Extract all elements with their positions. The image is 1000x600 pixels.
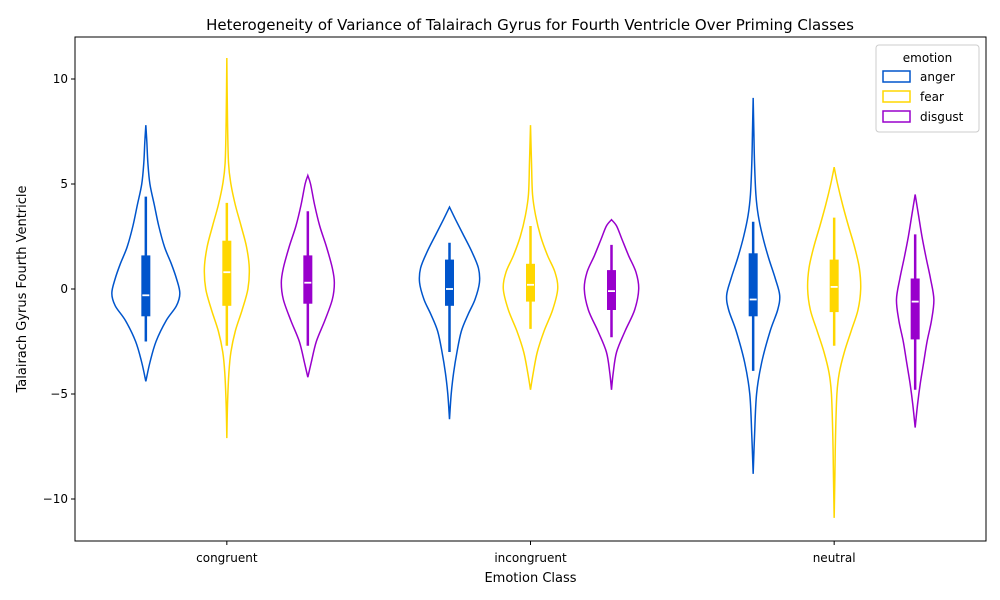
violin-fear-congruent — [203, 57, 251, 439]
iqr-box-disgust-incongruent — [607, 270, 616, 310]
legend-label-fear: fear — [920, 90, 944, 104]
legend: emotion anger fear disgust — [875, 44, 980, 133]
violin-fear-incongruent — [502, 125, 559, 390]
violin-disgust-incongruent — [583, 218, 640, 390]
iqr-box-anger-incongruent — [445, 259, 454, 306]
y-tick-label: −5 — [50, 387, 68, 401]
iqr-box-disgust-congruent — [303, 255, 313, 304]
iqr-box-fear-neutral — [829, 259, 839, 313]
y-axis-label: Talairach Gyrus Fourth Ventricle — [15, 186, 30, 394]
legend-title: emotion — [903, 51, 952, 65]
chart-title: Heterogeneity of Variance of Talairach G… — [206, 16, 854, 34]
y-tick-label: −10 — [43, 492, 68, 506]
legend-swatch-disgust — [882, 110, 911, 123]
violin-disgust-neutral — [895, 194, 935, 428]
x-axis-label: Emotion Class — [484, 571, 576, 586]
legend-label-anger: anger — [920, 70, 955, 84]
iqr-box-fear-congruent — [222, 240, 232, 306]
iqr-box-anger-congruent — [141, 255, 151, 317]
violin-anger-congruent — [111, 125, 181, 382]
iqr-box-fear-incongruent — [526, 263, 535, 302]
y-tick-label: 10 — [53, 72, 68, 86]
axes: −10 −5 0 5 10 congruent incongruent neutral — [43, 72, 856, 565]
iqr-box-anger-neutral — [748, 253, 758, 317]
x-tick-label: neutral — [813, 551, 856, 565]
violin-anger-incongruent — [418, 205, 481, 420]
plot-area — [111, 57, 935, 518]
legend-label-disgust: disgust — [920, 110, 964, 124]
y-tick-label: 5 — [60, 177, 68, 191]
violin-disgust-congruent — [280, 173, 336, 378]
legend-swatch-fear — [882, 90, 911, 103]
x-tick-label: congruent — [196, 551, 258, 565]
violin-anger-neutral — [725, 97, 781, 474]
legend-swatch-anger — [882, 70, 911, 83]
x-tick-label: incongruent — [494, 551, 567, 565]
violin-fear-neutral — [806, 167, 862, 518]
iqr-box-disgust-neutral — [910, 278, 920, 340]
y-tick-label: 0 — [60, 282, 68, 296]
